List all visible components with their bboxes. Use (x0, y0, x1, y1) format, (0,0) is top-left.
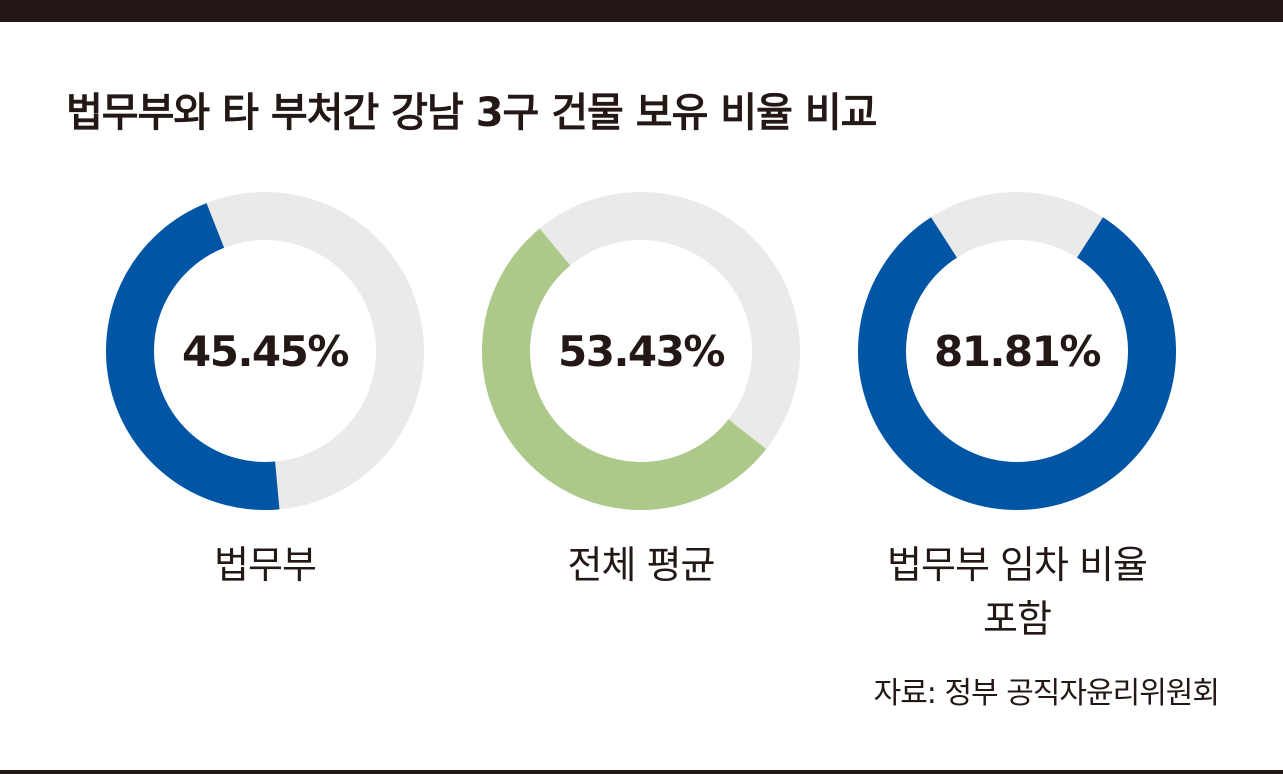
donut-svg (858, 192, 1176, 510)
top-bar (0, 0, 1283, 22)
donut-slice (482, 228, 767, 510)
donut-svg (106, 192, 424, 510)
donut-svg (482, 192, 800, 510)
donut-chart-ministry-incl-lease: 81.81% (858, 192, 1176, 510)
category-label: 법무부 (214, 543, 317, 587)
chart-title: 법무부와 타 부처간 강남 3구 건물 보유 비율 비교 (66, 90, 877, 136)
donut-chart-overall-average: 53.43% (482, 192, 800, 510)
category-label: 법무부 임차 비율 포함 (887, 543, 1148, 641)
donut-slice (858, 217, 1176, 510)
category-label: 전체 평균 (567, 543, 716, 587)
bottom-bar (0, 770, 1283, 774)
donut-value-label: 45.45% (182, 326, 349, 376)
donut-value-label: 53.43% (558, 326, 725, 376)
donut-chart-ministry-of-justice: 45.45% (106, 192, 424, 510)
donut-value-label: 81.81% (934, 326, 1101, 376)
source-note: 자료: 정부 공직자윤리위원회 (873, 676, 1220, 711)
donut-slice (106, 203, 280, 510)
